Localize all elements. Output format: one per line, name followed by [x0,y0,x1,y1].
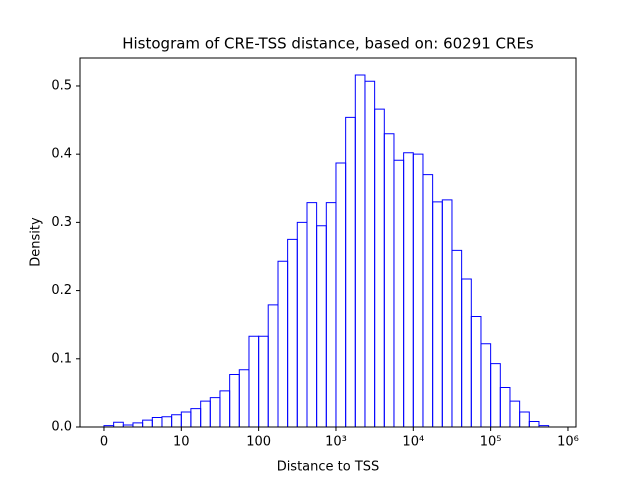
plot-frame [79,57,577,428]
histogram-bar [461,278,472,427]
histogram-bar [180,411,192,427]
x-tick-label: 10⁴ [402,435,424,450]
x-tick-label: 10 [173,435,190,450]
histogram-bar [393,159,405,427]
histogram-bar [422,174,434,427]
histogram-bar [345,116,356,427]
histogram-bar [200,400,211,427]
histogram-bar [383,133,395,427]
histogram-bar [470,316,482,427]
histogram-bar [296,221,308,427]
x-tick-label: 100 [246,435,271,450]
histogram-bar [499,386,511,427]
x-tick-label: 10⁶ [557,435,579,450]
histogram-bar [509,400,521,427]
histogram-bar [364,80,376,427]
histogram-bar [113,421,124,427]
histogram-bar [219,390,231,427]
histogram-bar [248,335,260,427]
histogram-bar [538,425,550,427]
histogram-bar [480,343,492,427]
histogram-bar [441,199,453,427]
y-tick-label: 0.0 [51,420,72,435]
x-tick-label: 10⁵ [480,435,502,450]
histogram-bar [374,108,385,427]
histogram-bar [354,74,366,427]
histogram-bar [490,363,501,427]
histogram-bar [528,421,540,427]
x-tick-label: 0 [100,435,108,450]
histogram-bar [258,335,269,427]
x-tick-label: 10³ [325,435,347,450]
histogram-bar [209,397,221,427]
histogram-bar [451,249,463,427]
histogram-bar [229,373,240,427]
histogram-bar [287,238,298,427]
histogram-bar [519,411,530,427]
histogram-bar [325,202,337,427]
histogram-bar [412,153,424,427]
y-tick-label: 0.1 [51,351,72,366]
y-axis-label: Density [29,217,44,267]
histogram-bar [238,369,250,427]
histogram-bar [161,416,173,427]
histogram-bar [151,416,163,427]
histogram-bar [171,414,182,427]
histogram-bar [306,202,318,427]
histogram-bar [277,260,289,427]
histogram-bar [316,225,327,427]
histogram-bar [267,304,279,427]
y-tick-label: 0.5 [51,78,72,93]
histogram-bar [132,422,144,427]
histogram-bar [335,162,347,427]
histogram-bar [190,408,202,427]
histogram-bar [142,419,153,427]
chart-title: Histogram of CRE-TSS distance, based on:… [122,35,534,53]
x-axis-label: Distance to TSS [277,460,380,475]
y-tick-label: 0.4 [51,147,72,162]
y-tick-label: 0.2 [51,283,72,298]
histogram-bar [403,152,414,427]
histogram-bar [432,201,443,427]
y-tick-label: 0.3 [51,215,72,230]
